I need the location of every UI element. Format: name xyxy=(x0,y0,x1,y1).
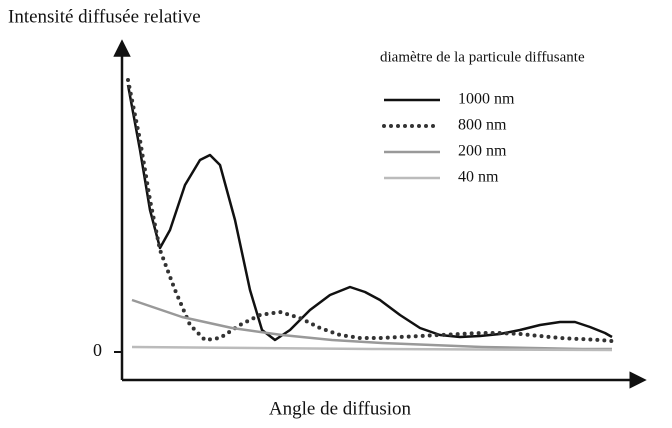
legend-title: diamètre de la particule diffusante xyxy=(380,49,585,65)
y-tick-label: 0 xyxy=(93,340,102,360)
series-line xyxy=(126,84,613,342)
series-line xyxy=(131,298,612,351)
chart-title: Intensité diffusée relative xyxy=(8,6,201,27)
legend-label: 40 nm xyxy=(458,169,499,186)
legend-label: 200 nm xyxy=(458,143,507,160)
series-line xyxy=(126,78,614,343)
series-line xyxy=(131,345,613,352)
legend-label: 1000 nm xyxy=(458,91,515,108)
legend-label: 800 nm xyxy=(458,117,507,134)
x-axis-label: Angle de diffusion xyxy=(269,398,412,419)
